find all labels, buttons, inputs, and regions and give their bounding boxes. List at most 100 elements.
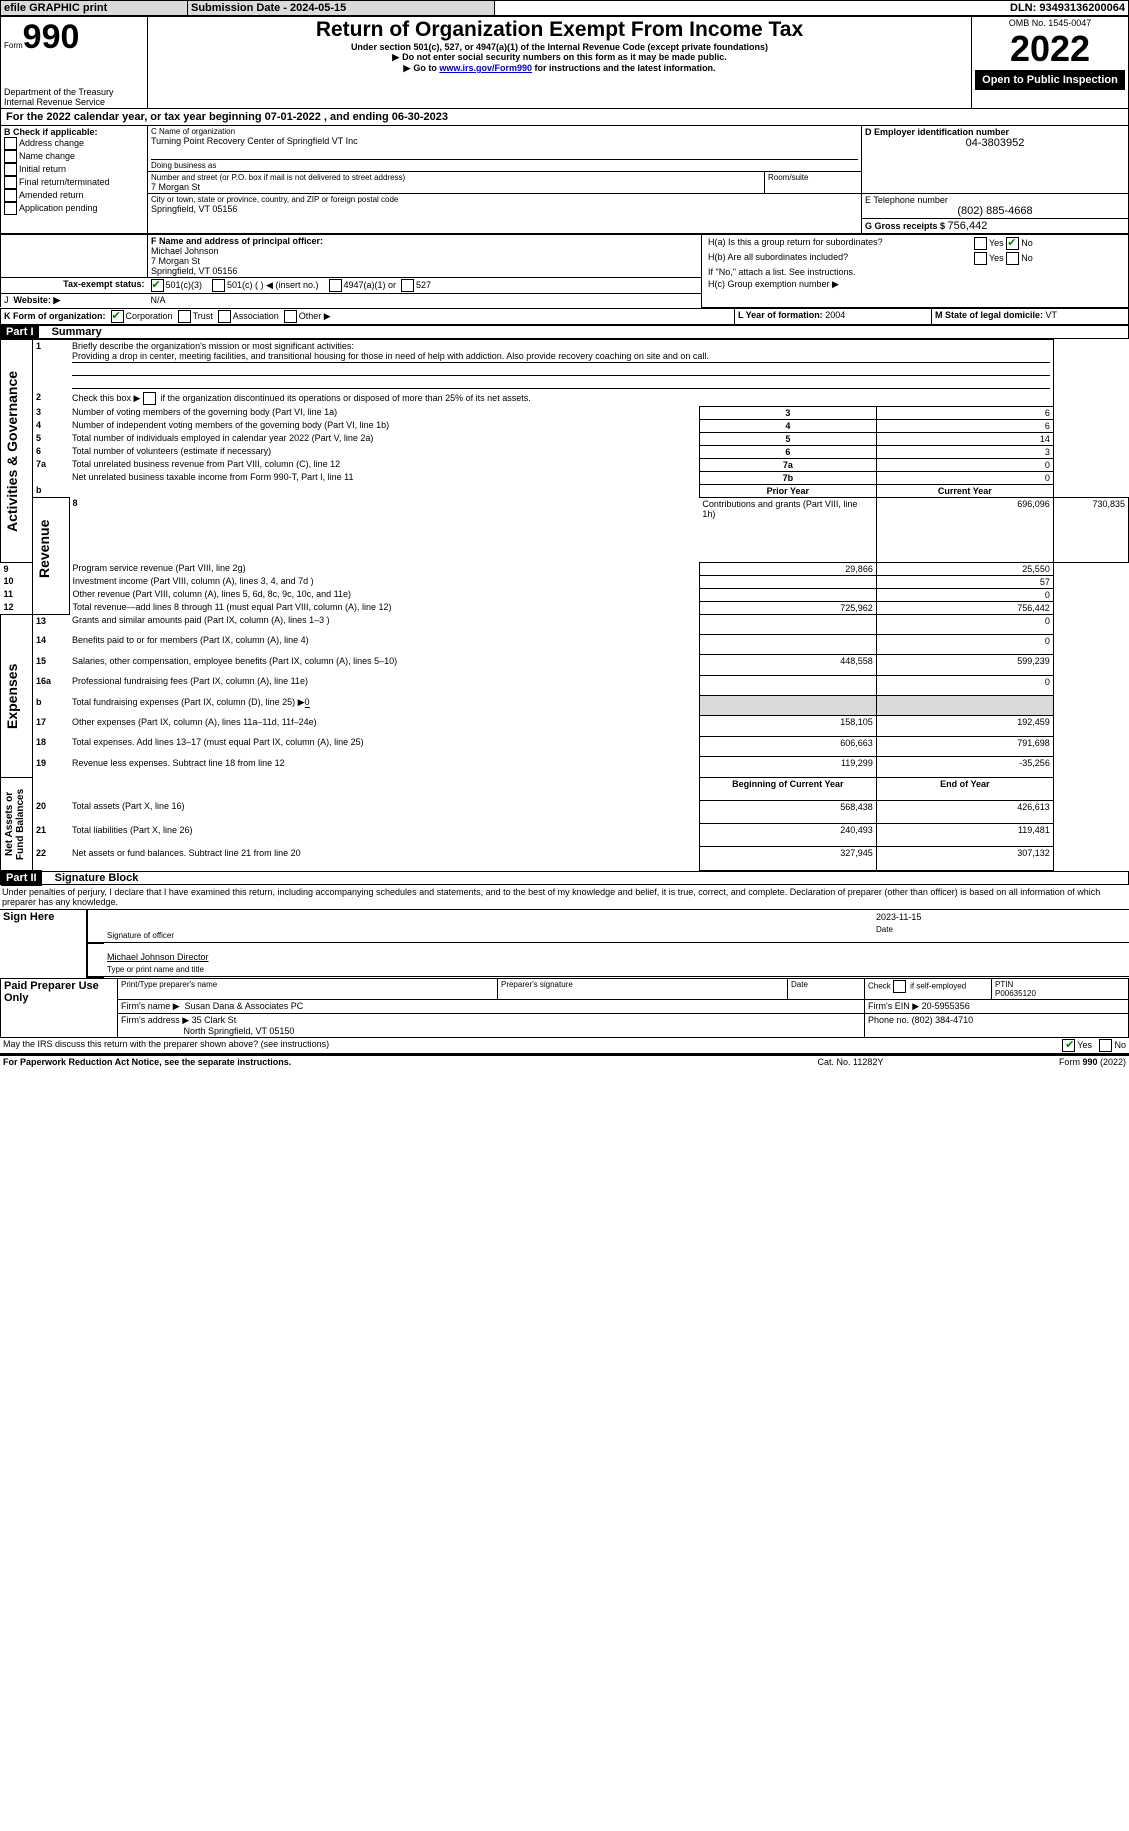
discontinued-checkbox[interactable] [143,392,156,405]
501c3-checkbox[interactable] [151,279,164,292]
summary-row: 5Total number of individuals employed in… [1,432,1129,445]
hb-yes-checkbox[interactable] [974,252,987,265]
table-row: 20Total assets (Part X, line 16)568,4384… [1,800,1129,823]
table-row: 19Revenue less expenses. Subtract line 1… [1,757,1129,777]
ha-no-checkbox[interactable] [1006,237,1019,250]
other-checkbox[interactable] [284,310,297,323]
year-formation: 2004 [825,310,845,320]
tax-year: 2022 [975,28,1125,70]
dept-label: Department of the Treasury Internal Reve… [4,87,144,107]
c-label: C Name of organization [151,127,858,136]
col-prior: Prior Year [699,484,876,497]
officer-addr2: Springfield, VT 05156 [151,266,698,276]
side-expenses: Expenses [4,616,20,776]
firm-addr1: 35 Clark St [192,1015,237,1025]
form-number: 990 [23,18,80,56]
col-current: Current Year [876,484,1053,497]
hb-note: If "No," attach a list. See instructions… [705,266,1125,278]
name-change-checkbox[interactable] [4,150,17,163]
d-label: D Employer identification number [865,127,1125,137]
summary-table: Activities & Governance 1 Briefly descri… [0,339,1129,871]
4947-checkbox[interactable] [329,279,342,292]
submission-date: Submission Date - 2024-05-15 [188,1,495,16]
final-return-checkbox[interactable] [4,176,17,189]
app-pending-checkbox[interactable] [4,202,17,215]
discuss-no-checkbox[interactable] [1099,1039,1112,1052]
form-label: Form [4,41,23,50]
ha-yes-checkbox[interactable] [974,237,987,250]
city-label: City or town, state or province, country… [151,195,858,204]
col-end: End of Year [876,777,1053,800]
table-row: 18Total expenses. Add lines 13–17 (must … [1,736,1129,756]
e-label: E Telephone number [865,195,1125,205]
self-employed-checkbox[interactable] [893,980,906,993]
ha-label: H(a) Is this a group return for subordin… [705,236,971,251]
summary-row: 4Number of independent voting members of… [1,419,1129,432]
prep-sig-label: Preparer's signature [497,978,787,999]
501c-checkbox[interactable] [212,279,225,292]
hc-label: H(c) Group exemption number ▶ [705,278,1125,291]
city: Springfield, VT 05156 [151,204,858,214]
paperwork-notice: For Paperwork Reduction Act Notice, see … [0,1056,758,1068]
efile-label[interactable]: efile GRAPHIC print [1,1,188,16]
firm-ein: 20-5955356 [922,1001,970,1011]
mission-text: Providing a drop in center, meeting faci… [72,351,709,361]
table-row: 22Net assets or fund balances. Subtract … [1,847,1129,870]
initial-return-checkbox[interactable] [4,163,17,176]
sign-here: Sign Here [0,909,87,977]
col-begin: Beginning of Current Year [699,777,876,800]
hb-no-checkbox[interactable] [1006,252,1019,265]
firm-name: Susan Dana & Associates PC [185,1001,304,1011]
klm-block: K Form of organization: Corporation Trus… [0,308,1129,325]
table-row: 12Total revenue—add lines 8 through 11 (… [1,601,1129,614]
amended-return-checkbox[interactable] [4,189,17,202]
officer-block: F Name and address of principal officer:… [0,234,1129,308]
officer-name-title: Michael Johnson Director [107,952,209,962]
corp-checkbox[interactable] [111,310,124,323]
print-name-label: Print/Type preparer's name [118,978,498,999]
summary-row: 7aTotal unrelated business revenue from … [1,458,1129,471]
summary-row: Net unrelated business taxable income fr… [1,471,1129,484]
street-label: Number and street (or P.O. box if mail i… [151,173,761,182]
omb: OMB No. 1545-0047 [975,18,1125,28]
form-title: Return of Organization Exempt From Incom… [151,18,968,42]
line-a: For the 2022 calendar year, or tax year … [0,109,1129,125]
b-label: B Check if applicable: [4,127,144,137]
part2-label: Part II [1,870,42,886]
phone: (802) 885-4668 [865,205,1125,217]
top-bar: efile GRAPHIC print Submission Date - 20… [0,0,1129,16]
g-label: G Gross receipts $ [865,221,948,231]
paid-preparer-label: Paid Preparer Use Only [1,978,118,1037]
firm-addr2: North Springfield, VT 05150 [184,1026,295,1036]
irs-link[interactable]: www.irs.gov/Form990 [439,63,532,73]
527-checkbox[interactable] [401,279,414,292]
form-header: Form990 Department of the Treasury Inter… [0,16,1129,109]
part2-title: Signature Block [45,872,139,884]
k-label: K Form of organization: [4,310,106,320]
table-row: 9Program service revenue (Part VIII, lin… [1,562,1129,575]
firm-phone: (802) 384-4710 [912,1015,974,1025]
declaration: Under penalties of perjury, I declare th… [0,885,1129,909]
side-netassets: Net Assets or Fund Balances [4,779,26,869]
part1-title: Summary [42,326,102,338]
officer-name: Michael Johnson [151,246,698,256]
discuss-line: May the IRS discuss this return with the… [0,1038,1129,1056]
table-row: 16aProfessional fundraising fees (Part I… [1,675,1129,695]
sig-date: 2023-11-15 [876,912,921,922]
side-revenue: Revenue [36,499,52,599]
trust-checkbox[interactable] [178,310,191,323]
form-subtitle: Under section 501(c), 527, or 4947(a)(1)… [151,42,968,52]
i-label: Tax-exempt status: [1,278,148,294]
street: 7 Morgan St [151,182,761,192]
website: N/A [148,294,702,308]
addr-change-checkbox[interactable] [4,137,17,150]
page-footer: For Paperwork Reduction Act Notice, see … [0,1056,1129,1068]
discuss-yes-checkbox[interactable] [1062,1039,1075,1052]
sig-officer-label: Signature of officer [107,931,174,940]
gross-receipts: 756,442 [948,220,988,232]
type-name-label: Type or print name and title [107,965,204,974]
warn1: Do not enter social security numbers on … [402,52,727,62]
assoc-checkbox[interactable] [218,310,231,323]
state-domicile: VT [1046,310,1058,320]
table-row: 17Other expenses (Part IX, column (A), l… [1,716,1129,736]
